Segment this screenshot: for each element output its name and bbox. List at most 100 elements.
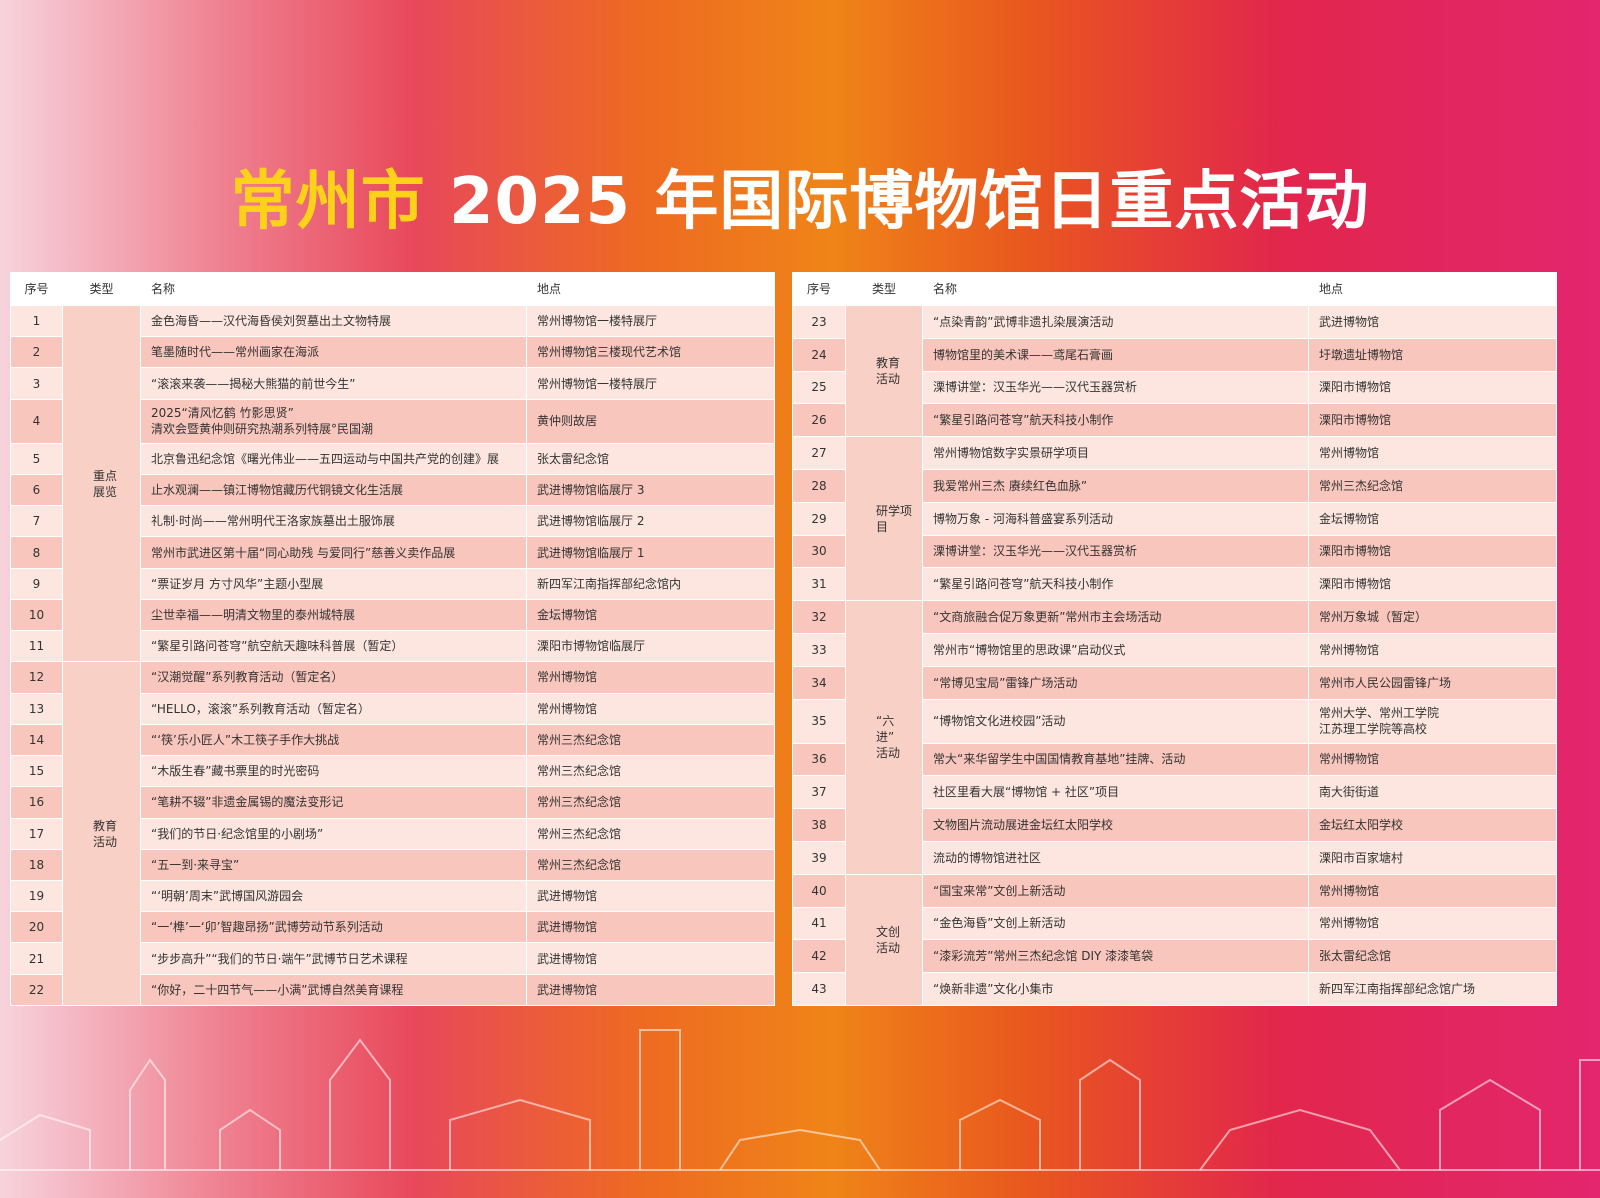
name-cell: 常州市武进区第十届“同心助残 与爱同行”慈善义卖作品展 bbox=[140, 536, 527, 569]
index-cell: 19 bbox=[10, 879, 63, 913]
row: 31 “繁星引路问苍穹”航天科技小制作 溧阳市博物馆 bbox=[792, 567, 1557, 602]
row: 27 研学项目 常州博物馆数字实景研学项目 常州博物馆 bbox=[792, 436, 1557, 602]
index-cell: 13 bbox=[10, 692, 63, 725]
place-cell: 金坛博物馆 bbox=[526, 598, 775, 632]
name-cell: “‘筷’乐小匠人”木工筷子手作大挑战 bbox=[140, 723, 527, 757]
name-cell: “‘明朝’周末”武博国风游园会 bbox=[140, 879, 527, 913]
row: 34 “常博见宝局”雷锋广场活动 常州市人民公园雷锋广场 bbox=[792, 665, 1557, 700]
name-cell: 文物图片流动展进金坛红太阳学校 bbox=[922, 808, 1309, 842]
place-cell: 武进博物馆 bbox=[526, 911, 775, 944]
index-cell: 5 bbox=[10, 442, 63, 475]
row: 11 “繁星引路问苍穹”航空航天趣味科普展（暂定） 溧阳市博物馆临展厅 bbox=[10, 630, 775, 663]
name-cell: “国宝来常”文创上新活动 bbox=[922, 873, 1309, 908]
place-cell: 武进博物馆 bbox=[1308, 305, 1557, 339]
header-cell: 名称 bbox=[140, 272, 527, 306]
header-cell: 地点 bbox=[1308, 272, 1557, 306]
row: 32 “六进” 活动 “文商旅融合促万象更新”常州市主会场活动 常州万象城（暂定） bbox=[792, 600, 1557, 875]
type-cell: “六进” 活动 bbox=[845, 600, 923, 875]
name-cell: “文商旅融合促万象更新”常州市主会场活动 bbox=[922, 600, 1309, 634]
name-cell: 流动的博物馆进社区 bbox=[922, 840, 1309, 875]
place-cell: 常州三杰纪念馆 bbox=[526, 817, 775, 850]
index-cell: 41 bbox=[792, 906, 846, 941]
name-cell: “票证岁月 方寸风华”主题小型展 bbox=[140, 567, 527, 600]
row: 38 文物图片流动展进金坛红太阳学校 金坛红太阳学校 bbox=[792, 808, 1557, 842]
index-cell: 30 bbox=[792, 534, 846, 569]
row: 17 “我们的节日·纪念馆里的小剧场” 常州三杰纪念馆 bbox=[10, 817, 775, 850]
place-cell: 常州大学、常州工学院 江苏理工学院等高校 bbox=[1308, 698, 1557, 744]
name-cell: 博物馆里的美术课——鸢尾石膏画 bbox=[922, 337, 1309, 372]
name-cell: 常州市“博物馆里的思政课”启动仪式 bbox=[922, 632, 1309, 667]
row: 2 笔墨随时代——常州画家在海派 常州博物馆三楼现代艺术馆 bbox=[10, 336, 775, 369]
name-cell: “繁星引路问苍穹”航天科技小制作 bbox=[922, 403, 1309, 438]
index-cell: 29 bbox=[792, 501, 846, 536]
type-cell: 教育 活动 bbox=[62, 661, 141, 1006]
place-cell: 溧阳市博物馆 bbox=[1308, 567, 1557, 602]
name-cell: “我们的节日·纪念馆里的小剧场” bbox=[140, 817, 527, 850]
name-cell: 常大“来华留学生中国国情教育基地”挂牌、活动 bbox=[922, 742, 1309, 777]
row: 43 “焕新非遗”文化小集市 新四军江南指挥部纪念馆广场 bbox=[792, 972, 1557, 1006]
table: 序号 类型 名称 地点 1 重点 展览 金色海昏——汉代海昏侯刘贺墓出土文物特展 常州博物馆一… bbox=[10, 272, 775, 1006]
name-cell: 社区里看大展“博物馆 + 社区”项目 bbox=[922, 775, 1309, 810]
place-cell: 常州博物馆 bbox=[1308, 873, 1557, 908]
name-cell: “漆彩流芳”常州三杰纪念馆 DIY 漆漆笔袋 bbox=[922, 939, 1309, 974]
index-cell: 36 bbox=[792, 742, 846, 777]
name-cell: “焕新非遗”文化小集市 bbox=[922, 972, 1309, 1006]
row: 10 尘世幸福——明清文物里的泰州城特展 金坛博物馆 bbox=[10, 598, 775, 632]
index-cell: 6 bbox=[10, 473, 63, 507]
index-cell: 11 bbox=[10, 630, 63, 663]
name-cell: 礼制·时尚——常州明代王洛家族墓出土服饰展 bbox=[140, 505, 527, 538]
index-cell: 2 bbox=[10, 336, 63, 369]
type-cell: 重点 展览 bbox=[62, 304, 141, 663]
row: 26 “繁星引路问苍穹”航天科技小制作 溧阳市博物馆 bbox=[792, 403, 1557, 438]
index-cell: 18 bbox=[10, 848, 63, 881]
row: 3 “滚滚来袭——揭秘大熊猫的前世今生” 常州博物馆一楼特展厅 bbox=[10, 367, 775, 400]
place-cell: 溧阳市百家塘村 bbox=[1308, 840, 1557, 875]
place-cell: 金坛红太阳学校 bbox=[1308, 808, 1557, 842]
name-cell: 北京鲁迅纪念馆《曙光伟业——五四运动与中国共产党的创建》展 bbox=[140, 442, 527, 475]
index-cell: 14 bbox=[10, 723, 63, 757]
row: 41 “金色海昏”文创上新活动 常州博物馆 bbox=[792, 906, 1557, 941]
name-cell: 2025“清风忆鹤 竹影思贤” 清欢会暨黄仲则研究热潮系列特展°民国潮 bbox=[140, 398, 527, 444]
index-cell: 1 bbox=[10, 304, 63, 338]
header-cell: 序号 bbox=[792, 272, 846, 306]
place-cell: 溧阳市博物馆临展厅 bbox=[526, 630, 775, 663]
index-cell: 32 bbox=[792, 600, 846, 634]
place-cell: 武进博物馆临展厅 1 bbox=[526, 536, 775, 569]
index-cell: 20 bbox=[10, 911, 63, 944]
index-cell: 16 bbox=[10, 786, 63, 819]
name-cell: 溧博讲堂：汉玉华光——汉代玉器赏析 bbox=[922, 534, 1309, 569]
row: 25 溧博讲堂：汉玉华光——汉代玉器赏析 溧阳市博物馆 bbox=[792, 370, 1557, 405]
index-cell: 12 bbox=[10, 661, 63, 694]
index-cell: 21 bbox=[10, 942, 63, 975]
name-cell: “步步高升”“我们的节日·端午”武博节日艺术课程 bbox=[140, 942, 527, 975]
name-cell: “滚滚来袭——揭秘大熊猫的前世今生” bbox=[140, 367, 527, 400]
index-cell: 39 bbox=[792, 840, 846, 875]
title-rest: 2025 年国际博物馆日重点活动 bbox=[425, 165, 1370, 239]
row: 19 “‘明朝’周末”武博国风游园会 武进博物馆 bbox=[10, 879, 775, 913]
title: 常州市 2025 年国际博物馆日重点活动 bbox=[0, 150, 1600, 242]
place-cell: 常州博物馆 bbox=[1308, 632, 1557, 667]
row: 8 常州市武进区第十届“同心助残 与爱同行”慈善义卖作品展 武进博物馆临展厅 1 bbox=[10, 536, 775, 569]
header-row: 序号 类型 名称 地点 bbox=[792, 272, 1557, 306]
place-cell: 常州三杰纪念馆 bbox=[526, 848, 775, 881]
index-cell: 8 bbox=[10, 536, 63, 569]
row: 42 “漆彩流芳”常州三杰纪念馆 DIY 漆漆笔袋 张太雷纪念馆 bbox=[792, 939, 1557, 974]
place-cell: 圩墩遗址博物馆 bbox=[1308, 337, 1557, 372]
name-cell: 金色海昏——汉代海昏侯刘贺墓出土文物特展 bbox=[140, 304, 527, 338]
skyline bbox=[0, 1029, 1600, 1171]
place-cell: 常州三杰纪念馆 bbox=[526, 723, 775, 757]
place-cell: 武进博物馆 bbox=[526, 879, 775, 913]
name-cell: “笔耕不辍”非遗金属锡的魔法变形记 bbox=[140, 786, 527, 819]
name-cell: 尘世幸福——明清文物里的泰州城特展 bbox=[140, 598, 527, 632]
row: 21 “步步高升”“我们的节日·端午”武博节日艺术课程 武进博物馆 bbox=[10, 942, 775, 975]
table: 序号 类型 名称 地点 23 教育 活动 “点染青韵”武博非遗扎染展演活动 武进博物馆 24 博物… bbox=[792, 272, 1557, 1006]
header-cell: 类型 bbox=[62, 272, 141, 306]
place-cell: 常州博物馆一楼特展厅 bbox=[526, 367, 775, 400]
row: 6 止水观澜——镇江博物馆藏历代铜镜文化生活展 武进博物馆临展厅 3 bbox=[10, 473, 775, 507]
index-cell: 40 bbox=[792, 873, 846, 908]
index-cell: 9 bbox=[10, 567, 63, 600]
place-cell: 常州市人民公园雷锋广场 bbox=[1308, 665, 1557, 700]
index-cell: 17 bbox=[10, 817, 63, 850]
name-cell: 常州博物馆数字实景研学项目 bbox=[922, 436, 1309, 470]
